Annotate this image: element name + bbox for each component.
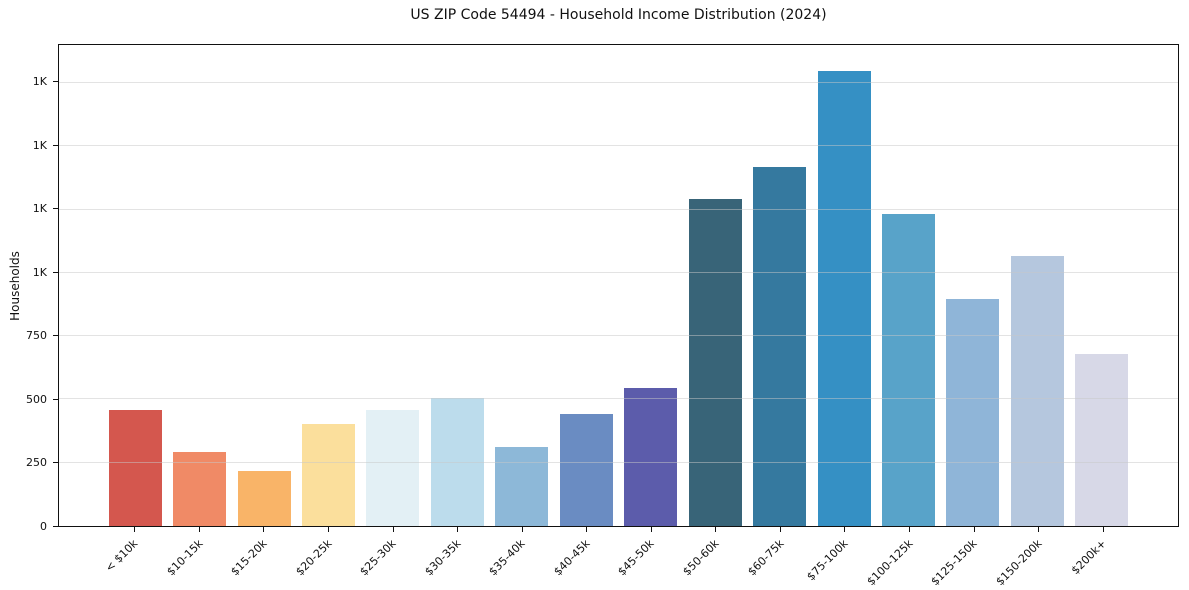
y-tick-label: 1K <box>32 138 47 152</box>
bar-slot <box>619 45 683 526</box>
x-tick-mark <box>327 527 329 532</box>
x-tick-label: $75-100k <box>804 537 851 584</box>
y-tick-mark <box>53 335 58 337</box>
x-tick-label: $200k+ <box>1068 537 1109 578</box>
bar-$35-40k <box>495 446 549 526</box>
x-tick-label: $20-25k <box>292 537 335 579</box>
bar-slot <box>747 45 811 526</box>
x-tick-label: $25-30k <box>357 537 399 579</box>
bars-row <box>59 45 1178 526</box>
bar-$50-60k <box>688 199 742 526</box>
y-tick-mark <box>53 144 58 146</box>
x-tick-mark <box>779 527 781 532</box>
y-tick-mark <box>53 271 58 273</box>
x-tick-label: $100-125k <box>864 537 916 589</box>
x-tick-mark <box>263 527 265 532</box>
bar-slot <box>876 45 940 526</box>
y-tick-label: 1K <box>32 265 47 279</box>
bar-slot <box>1005 45 1069 526</box>
x-axis: < $10k $10-15k $15-20k $20-25k $25-30k $30-35… <box>58 527 1179 590</box>
bar-$75-100k <box>817 71 871 526</box>
y-tick-label: 1K <box>32 202 47 216</box>
bar-slot <box>167 45 231 526</box>
x-tick-mark <box>973 527 975 532</box>
x-tick-mark <box>586 527 588 532</box>
x-tick-label: < $10k <box>102 537 141 575</box>
bar-< $10k <box>108 409 162 526</box>
y-tick-mark <box>53 526 58 527</box>
bar-slot <box>1070 45 1134 526</box>
gridline <box>59 271 1178 273</box>
bar-slot <box>490 45 554 526</box>
bar-slot <box>683 45 747 526</box>
y-tick-label: 250 <box>26 456 47 470</box>
x-tick-label: $30-35k <box>422 537 464 579</box>
x-tick-label: $125-150k <box>928 537 980 589</box>
x-tick-mark <box>650 527 652 532</box>
chart-title: US ZIP Code 54494 - Household Income Dis… <box>410 7 827 23</box>
bar-slot <box>232 45 296 526</box>
x-tick-label: $45-50k <box>615 537 657 579</box>
x-tick-mark <box>392 527 394 532</box>
y-tick-mark <box>53 462 58 464</box>
plot-area <box>58 44 1179 527</box>
x-tick-mark <box>715 527 717 532</box>
x-tick-label: $10-15k <box>163 537 206 579</box>
gridline <box>59 208 1178 210</box>
x-tick-label: $35-40k <box>486 537 528 579</box>
x-tick-mark <box>457 527 459 532</box>
x-tick-label: $40-45k <box>551 537 593 579</box>
x-tick-mark <box>134 527 136 532</box>
y-tick-label: 0 <box>40 520 47 533</box>
bar-$25-30k <box>366 410 420 526</box>
y-tick-mark <box>53 81 58 83</box>
x-tick-label: $50-60k <box>680 537 722 579</box>
bar-$125-150k <box>946 299 1000 526</box>
x-tick-label: $150-200k <box>993 537 1045 589</box>
bar-slot <box>812 45 876 526</box>
gridline <box>59 145 1178 147</box>
x-tick-mark <box>1102 527 1104 532</box>
x-tick-label: $15-20k <box>228 537 270 579</box>
gridline <box>59 398 1178 400</box>
x-tick-label: $60-75k <box>744 537 787 579</box>
y-tick-label: 500 <box>26 392 47 406</box>
gridline <box>59 461 1178 463</box>
bar-slot <box>296 45 360 526</box>
bar-slot <box>361 45 425 526</box>
y-tick-label: 1K <box>32 75 47 89</box>
x-tick-mark <box>909 527 911 532</box>
bar-$20-25k <box>302 423 356 526</box>
y-axis: 0 250 500 750 1K 1K 1K 1K <box>0 44 58 533</box>
bar-slot <box>425 45 489 526</box>
x-tick-mark <box>844 527 846 532</box>
bar-slot <box>103 45 167 526</box>
bar-$200k+ <box>1075 353 1129 526</box>
bar-$40-45k <box>559 413 613 526</box>
bar-$45-50k <box>624 388 678 526</box>
bar-$150-200k <box>1010 255 1064 526</box>
gridline <box>59 335 1178 337</box>
y-tick-mark <box>53 398 58 400</box>
x-tick-mark <box>521 527 523 532</box>
y-tick-mark <box>53 208 58 210</box>
bar-$10-15k <box>173 451 227 526</box>
x-tick-mark <box>1038 527 1040 532</box>
bar-$100-125k <box>881 213 935 526</box>
bar-$60-75k <box>753 167 807 526</box>
y-tick-label: 750 <box>26 329 47 343</box>
bar-slot <box>941 45 1005 526</box>
bar-$15-20k <box>237 470 291 526</box>
gridline <box>59 81 1178 83</box>
bar-slot <box>554 45 618 526</box>
x-tick-mark <box>198 527 200 532</box>
